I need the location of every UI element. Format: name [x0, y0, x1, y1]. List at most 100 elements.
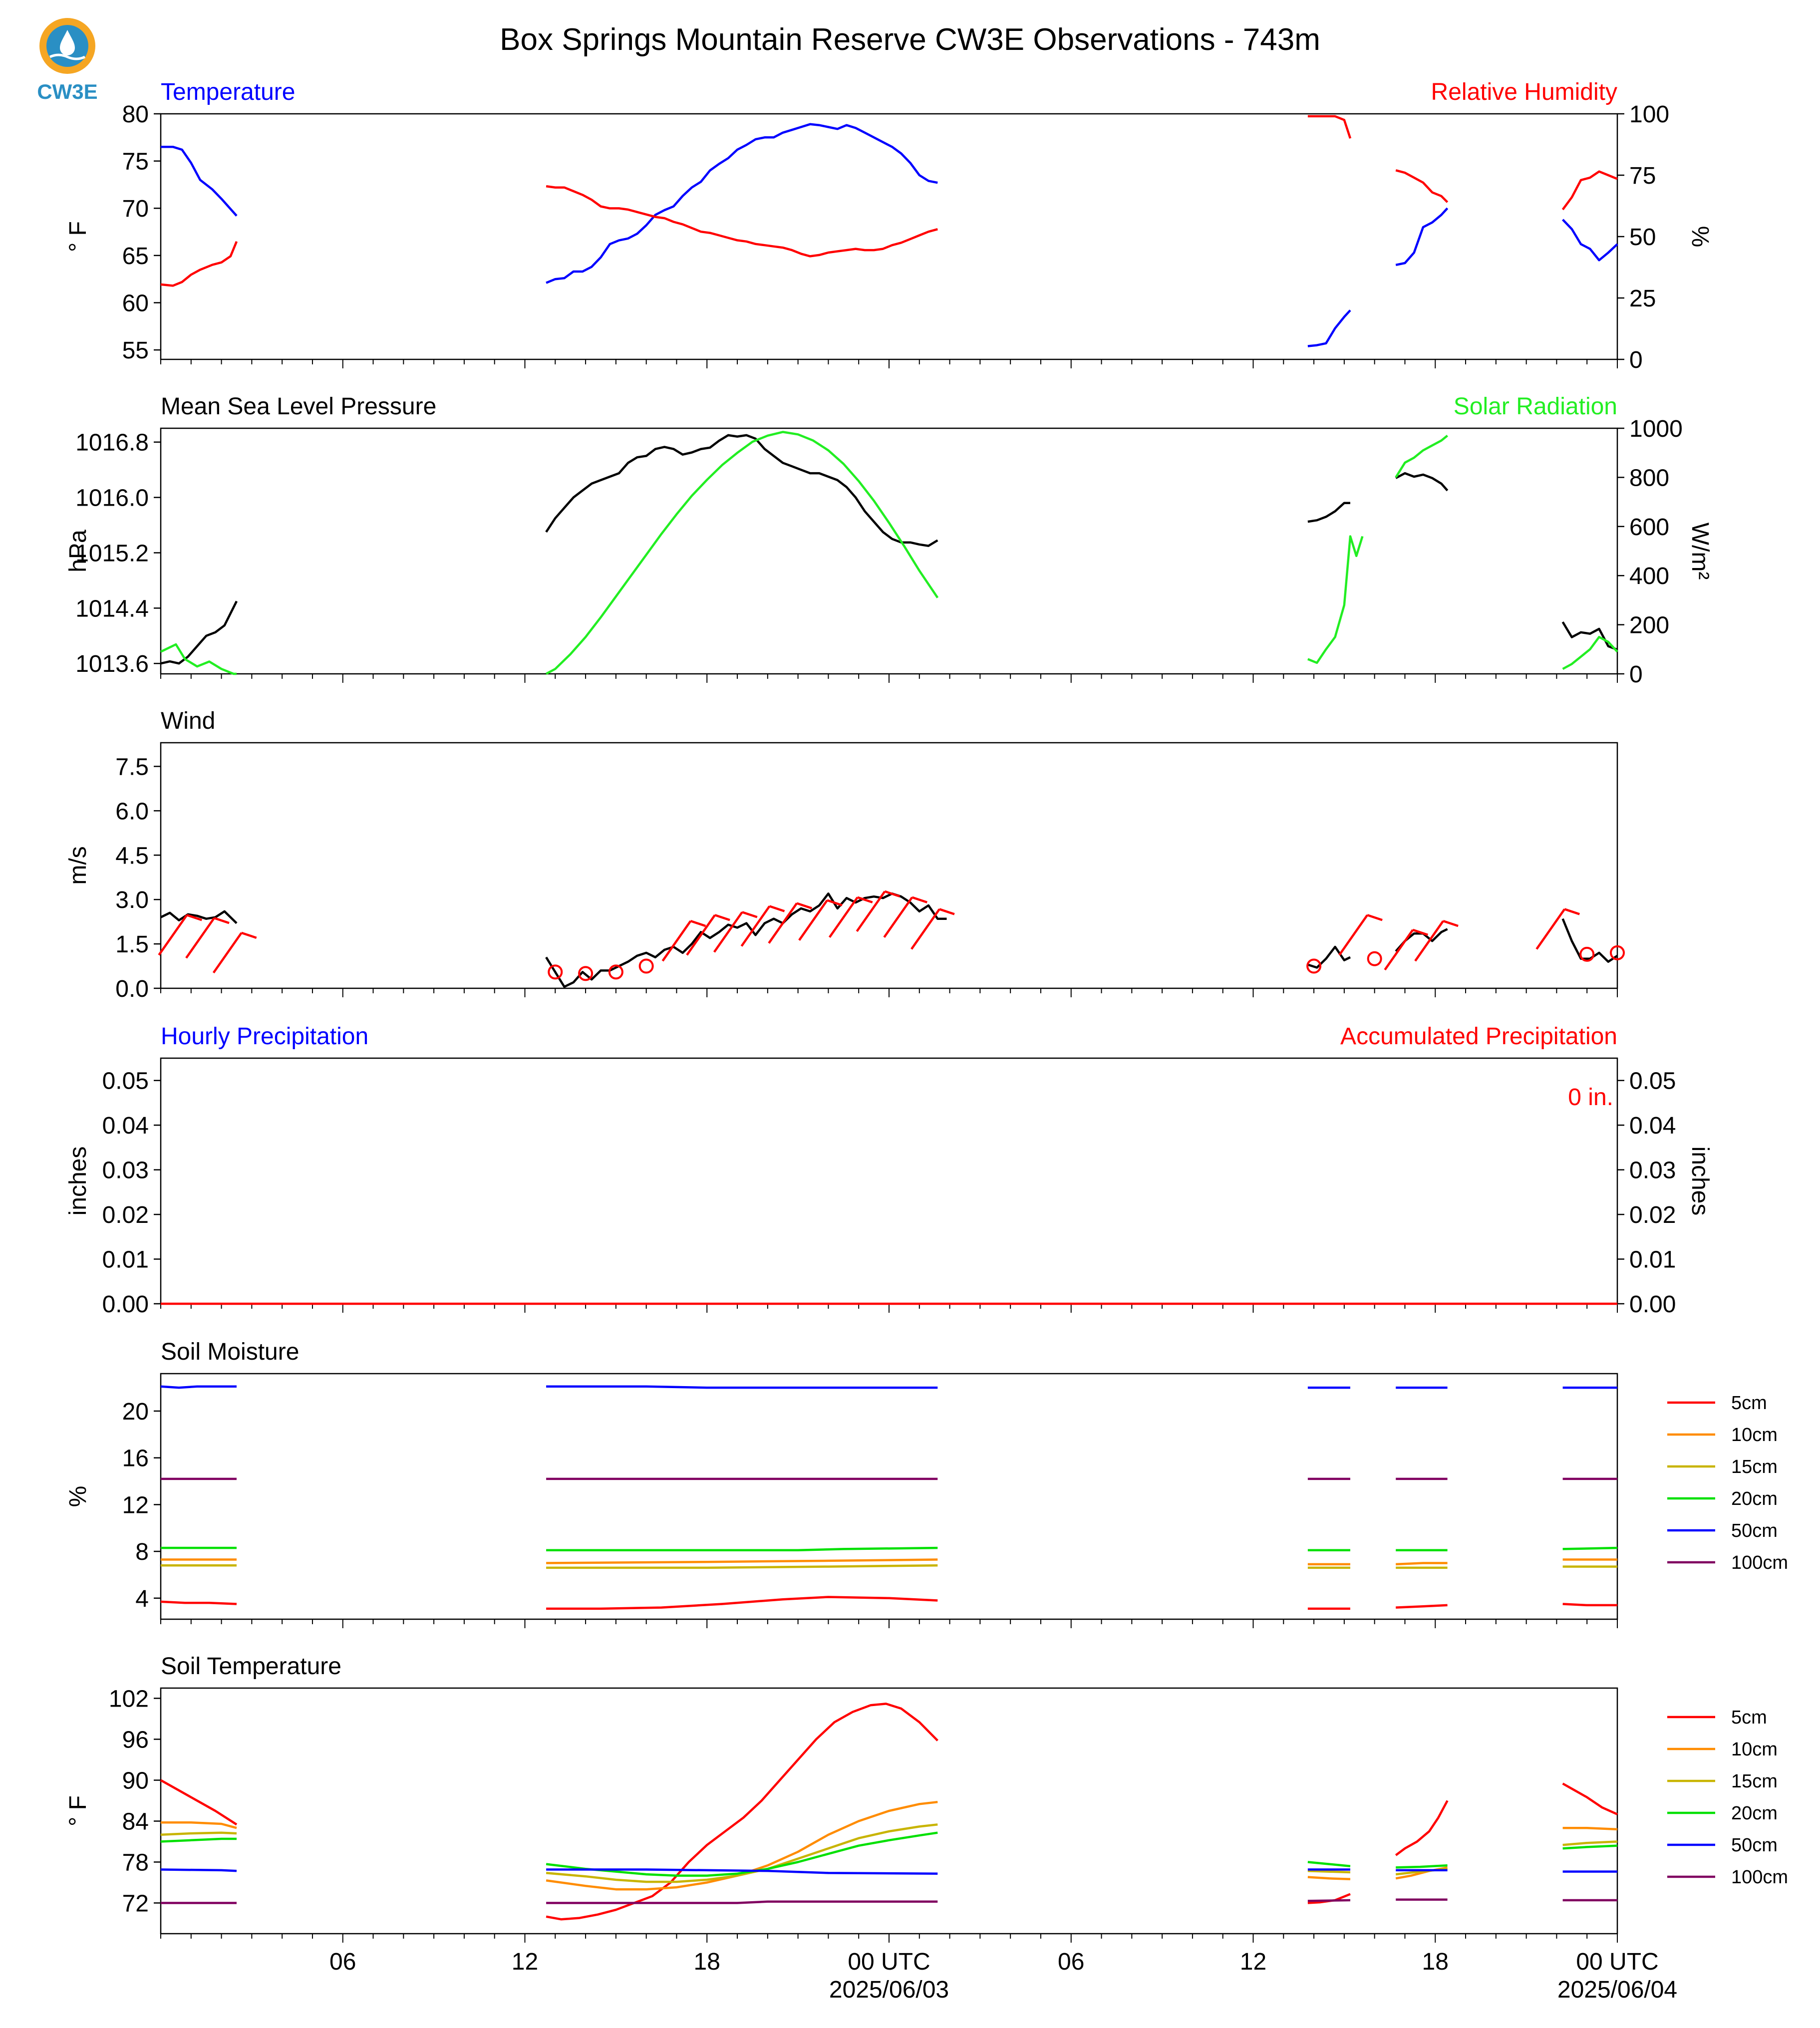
series-line-left	[1307, 945, 1351, 969]
x-tick-label: 06	[329, 1949, 356, 1975]
x-tick-label: 18	[1422, 1949, 1449, 1975]
panel-title-right: Relative Humidity	[1431, 79, 1617, 105]
panel-title-left: Hourly Precipitation	[161, 1023, 368, 1050]
legend-label: 5cm	[1731, 1707, 1767, 1728]
y-tick-label: 16	[122, 1446, 149, 1472]
panel-3: Wind 0.0 1.5 3.0 4.5 6.0 7.5 m/s	[65, 708, 1625, 1002]
series-line-100cm	[1307, 1899, 1351, 1902]
wind-barb-staff	[910, 908, 940, 950]
series-line-left	[1561, 621, 1618, 651]
y2-tick-label: 1000	[1629, 416, 1683, 442]
wind-barb-flag	[742, 911, 758, 918]
series-line-left	[160, 600, 238, 665]
series-line-left	[1561, 219, 1618, 262]
wind-barb-calm	[638, 958, 654, 974]
legend-label: 15cm	[1731, 1771, 1778, 1792]
y-tick-label: 102	[109, 1686, 149, 1713]
y2-tick-label: 0.04	[1629, 1113, 1676, 1139]
cw3e-logo: CW3E	[37, 18, 98, 103]
y-axis-label: hPa	[65, 530, 91, 573]
panel-title-left: Soil Moisture	[161, 1339, 299, 1365]
wind-barb-staff	[1414, 920, 1444, 962]
series-line-5cm	[160, 1600, 237, 1605]
series-line-5cm	[1395, 1800, 1449, 1856]
x-tick-label: 12	[1240, 1949, 1266, 1975]
series-line-5cm	[1562, 1782, 1618, 1815]
y-tick-label: 65	[122, 243, 149, 270]
series-line-100cm	[546, 1900, 938, 1904]
wind-barb-flag	[1367, 914, 1383, 921]
y-tick-label: 84	[122, 1809, 149, 1835]
x-date-label: 2025/06/04	[1557, 1977, 1677, 2003]
y2-tick-label: 50	[1629, 224, 1656, 251]
logo-drop-icon	[60, 30, 75, 55]
x-tick-label: 06	[1058, 1949, 1084, 1975]
wind-barb-calm	[1579, 946, 1595, 962]
series-line-10cm	[546, 1800, 938, 1891]
panel-title-left: Wind	[161, 708, 215, 734]
series-line-15cm	[160, 1831, 237, 1836]
wind-barb-staff	[740, 905, 771, 947]
series-line-right	[1307, 115, 1352, 139]
y-tick-label: 0.03	[102, 1158, 149, 1184]
y2-tick-label: 25	[1629, 286, 1656, 312]
y2-tick-label: 400	[1629, 563, 1669, 589]
panel-6: Soil Temperature 72 78 84 90 96 102 ° F 06 12 18 00…	[65, 1653, 1788, 2003]
x-date-label: 2025/06/03	[829, 1977, 949, 2003]
y-tick-label: 55	[122, 337, 149, 364]
series-line-left	[1561, 918, 1618, 963]
wind-barb-flag	[796, 902, 812, 909]
series-line-left	[1307, 309, 1351, 347]
series-line-right	[160, 241, 238, 287]
wind-barb-flag	[857, 896, 873, 903]
y-tick-label: 90	[122, 1768, 149, 1794]
series-line-left	[1307, 502, 1350, 523]
figure-title: Box Springs Mountain Reserve CW3E Observ…	[500, 22, 1320, 57]
y-tick-label: 0.05	[102, 1068, 149, 1095]
wind-barb-staff	[185, 917, 215, 959]
series-line-left	[160, 910, 238, 924]
wind-barb-staff	[828, 896, 859, 938]
y-tick-label: 0.00	[102, 1291, 149, 1318]
legend-label: 50cm	[1731, 1835, 1778, 1856]
series-line-5cm	[546, 1596, 938, 1610]
wind-barb-flag	[214, 917, 230, 924]
series-line-20cm	[1562, 1844, 1618, 1850]
series-line-50cm	[160, 1868, 237, 1872]
wind-barb-staff	[1338, 914, 1368, 956]
series-line-right	[1562, 635, 1618, 670]
series-line-left	[161, 145, 238, 217]
series-line-10cm	[161, 1821, 237, 1829]
y-tick-label: 20	[122, 1399, 149, 1425]
y-tick-label: 72	[122, 1891, 149, 1917]
y2-axis-label: inches	[1687, 1147, 1713, 1216]
y2-tick-label: 0.05	[1629, 1068, 1676, 1095]
wind-barb-calm	[608, 964, 623, 980]
series-line-5cm	[1562, 1603, 1617, 1607]
wind-barb-flag	[1412, 928, 1429, 936]
wind-barb-flag	[911, 896, 927, 903]
series-line-5cm	[546, 1703, 938, 1921]
wind-barb-flag	[690, 920, 706, 927]
wind-barb-calm	[578, 966, 594, 981]
y-tick-label: 80	[122, 101, 149, 128]
y2-axis-label: W/m²	[1687, 523, 1713, 580]
wind-barb-staff	[883, 896, 913, 938]
y-axis-label: m/s	[65, 846, 91, 884]
y-axis-label: inches	[65, 1147, 91, 1216]
wind-barb-flag	[1564, 908, 1580, 915]
legend-label: 100cm	[1731, 1867, 1788, 1888]
panel-title-left: Mean Sea Level Pressure	[161, 393, 436, 420]
legend-label: 5cm	[1731, 1393, 1767, 1414]
y-tick-label: 4.5	[115, 843, 149, 869]
y2-tick-label: 200	[1629, 612, 1669, 639]
series-line-20cm	[1396, 1864, 1448, 1869]
series-line-20cm	[160, 1837, 237, 1843]
series-line-right	[546, 431, 939, 675]
wind-barb-staff	[798, 899, 828, 941]
series-line-right	[1561, 170, 1618, 211]
series-line-50cm	[546, 1385, 938, 1389]
wind-barb-calm	[1610, 945, 1625, 960]
legend-label: 10cm	[1731, 1739, 1778, 1760]
x-tick-label: 18	[694, 1949, 720, 1975]
